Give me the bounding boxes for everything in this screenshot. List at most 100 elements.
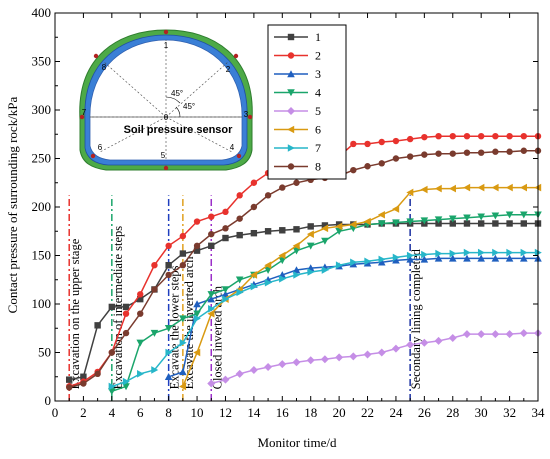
sensor-label: 2 — [226, 65, 231, 74]
data-point — [236, 215, 243, 222]
series-1 — [66, 220, 542, 383]
data-point — [292, 242, 300, 250]
data-point — [492, 132, 499, 140]
data-point — [80, 380, 87, 387]
data-point — [377, 220, 386, 228]
data-point — [435, 220, 442, 227]
x-axis-title: Monitor time/d — [257, 435, 337, 450]
legend-item: 1 — [274, 30, 321, 44]
data-point — [363, 217, 371, 226]
data-point — [287, 144, 295, 152]
y-tick-label: 0 — [45, 393, 52, 408]
data-point — [278, 251, 286, 260]
data-point — [377, 210, 385, 219]
data-point — [137, 370, 145, 378]
data-point — [236, 288, 244, 297]
data-point — [506, 148, 513, 155]
data-point — [80, 373, 87, 380]
angle-arc — [165, 96, 181, 104]
data-point — [477, 248, 485, 257]
y-tick-label: 300 — [32, 102, 52, 117]
data-point — [279, 184, 286, 191]
x-tick-label: 20 — [333, 405, 346, 420]
x-tick-label: 10 — [191, 405, 204, 420]
data-point — [321, 224, 329, 233]
data-point — [287, 125, 295, 134]
data-point — [193, 242, 201, 249]
data-point — [236, 192, 243, 199]
data-point — [306, 356, 315, 365]
tunnel-inset: 1 2 3 4 5 6 7 8 0 45°45° Soil pressure sensor — [79, 29, 253, 171]
sensor-dot — [236, 153, 242, 159]
x-tick-label: 16 — [276, 405, 290, 420]
data-point — [391, 344, 400, 353]
data-point — [108, 303, 116, 311]
inset-title: Soil pressure sensor — [124, 124, 234, 136]
data-point — [406, 251, 414, 260]
data-point — [108, 349, 116, 356]
data-point — [66, 384, 73, 391]
data-point — [378, 255, 386, 264]
data-point — [208, 230, 215, 238]
data-point — [222, 234, 229, 242]
data-point — [378, 160, 385, 167]
data-point — [406, 340, 415, 349]
data-point — [520, 132, 527, 140]
series-line — [211, 332, 538, 385]
data-point — [136, 339, 145, 347]
legend: 1 2 3 4 5 6 7 8 — [267, 24, 347, 180]
data-point — [406, 218, 414, 226]
data-point — [506, 220, 513, 227]
data-point — [165, 262, 172, 269]
data-point — [179, 339, 187, 347]
data-point — [179, 315, 187, 323]
legend-item: 4 — [274, 86, 321, 100]
data-point — [208, 242, 215, 249]
x-tick-label: 6 — [137, 405, 144, 420]
data-point — [392, 219, 400, 227]
data-point — [249, 365, 258, 374]
data-point — [287, 107, 295, 115]
data-point — [378, 138, 385, 146]
data-point — [150, 329, 159, 337]
data-point — [179, 262, 187, 269]
data-point — [434, 254, 443, 262]
data-point — [350, 166, 357, 174]
sensor-label: 1 — [164, 41, 169, 50]
data-point — [519, 329, 528, 338]
data-point — [94, 370, 101, 378]
sensor-ray — [165, 116, 233, 153]
data-point — [477, 254, 485, 262]
series-8 — [66, 147, 542, 391]
data-point — [193, 314, 201, 323]
x-tick-label: 22 — [361, 405, 374, 420]
data-point — [519, 183, 527, 192]
data-point — [448, 215, 457, 223]
data-point — [278, 360, 287, 369]
x-tick-label: 8 — [165, 405, 172, 420]
data-point — [420, 255, 429, 263]
data-point — [492, 248, 500, 257]
data-point — [349, 352, 358, 361]
data-point — [193, 247, 201, 254]
data-point — [477, 330, 486, 339]
data-point — [287, 33, 295, 41]
data-point — [179, 232, 187, 240]
data-point — [406, 153, 414, 160]
data-point — [207, 379, 216, 388]
angle-label: 45° — [171, 89, 183, 98]
data-point — [264, 192, 272, 199]
data-point — [392, 137, 400, 145]
phase-markers: Excavation on the upper stage Excavation … — [68, 195, 423, 401]
data-point — [477, 220, 485, 227]
legend-item: 6 — [274, 123, 321, 137]
sensor-ray — [165, 61, 229, 118]
data-point — [193, 218, 201, 225]
data-point — [434, 184, 442, 193]
data-point — [250, 203, 258, 211]
sensor-label: 5 — [161, 151, 166, 160]
data-point — [491, 212, 500, 220]
data-point — [406, 188, 414, 197]
data-point — [264, 266, 272, 274]
series-group — [66, 132, 542, 396]
